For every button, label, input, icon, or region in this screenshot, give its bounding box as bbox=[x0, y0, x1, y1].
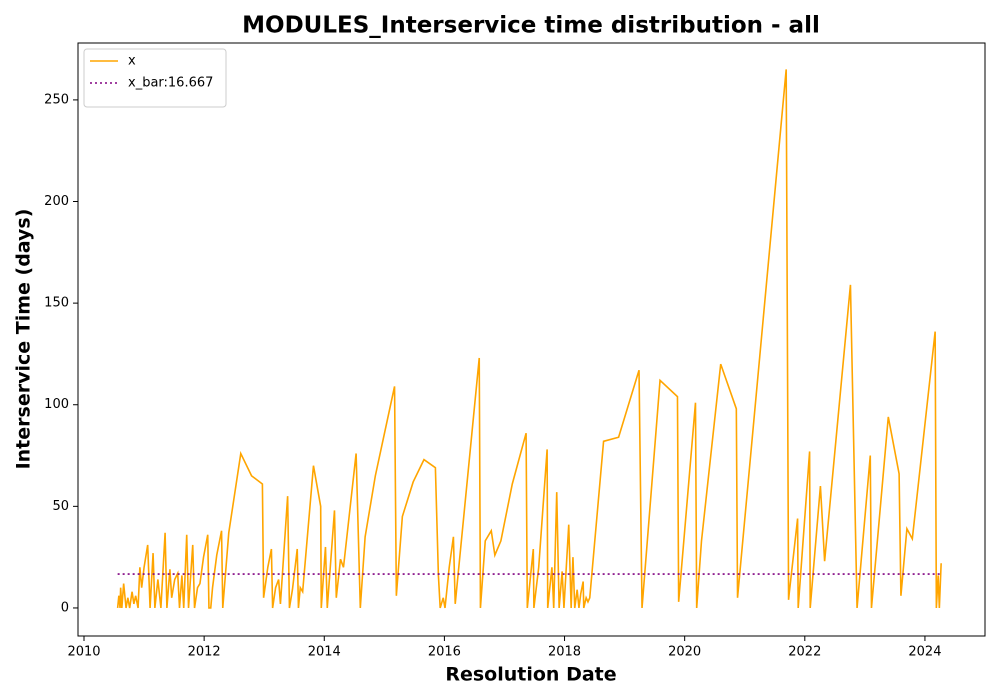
legend-label: x bbox=[128, 54, 136, 69]
y-tick-label: 250 bbox=[44, 92, 69, 107]
legend-label: x_bar:16.667 bbox=[128, 76, 213, 91]
y-tick-label: 50 bbox=[52, 499, 69, 514]
x-axis-label: Resolution Date bbox=[445, 664, 616, 686]
x-tick-label: 2012 bbox=[188, 645, 221, 660]
y-tick-label: 0 bbox=[61, 600, 69, 615]
x-tick-label: 2018 bbox=[548, 645, 581, 660]
x-tick-label: 2010 bbox=[67, 645, 100, 660]
x-tick-label: 2020 bbox=[668, 645, 701, 660]
plot-frame bbox=[77, 42, 986, 637]
y-tick-label: 100 bbox=[44, 397, 69, 412]
line-series bbox=[116, 69, 942, 609]
y-tick-label: 150 bbox=[44, 296, 69, 311]
y-axis-label: Interservice Time (days) bbox=[13, 209, 35, 470]
x-tick-label: 2022 bbox=[788, 645, 821, 660]
chart-title: MODULES_Interservice time distribution -… bbox=[242, 13, 820, 39]
legend-box bbox=[83, 48, 227, 108]
x-tick-label: 2024 bbox=[908, 645, 941, 660]
y-tick-label: 200 bbox=[44, 194, 69, 209]
x-tick-label: 2016 bbox=[428, 645, 461, 660]
x-tick-label: 2014 bbox=[308, 645, 341, 660]
